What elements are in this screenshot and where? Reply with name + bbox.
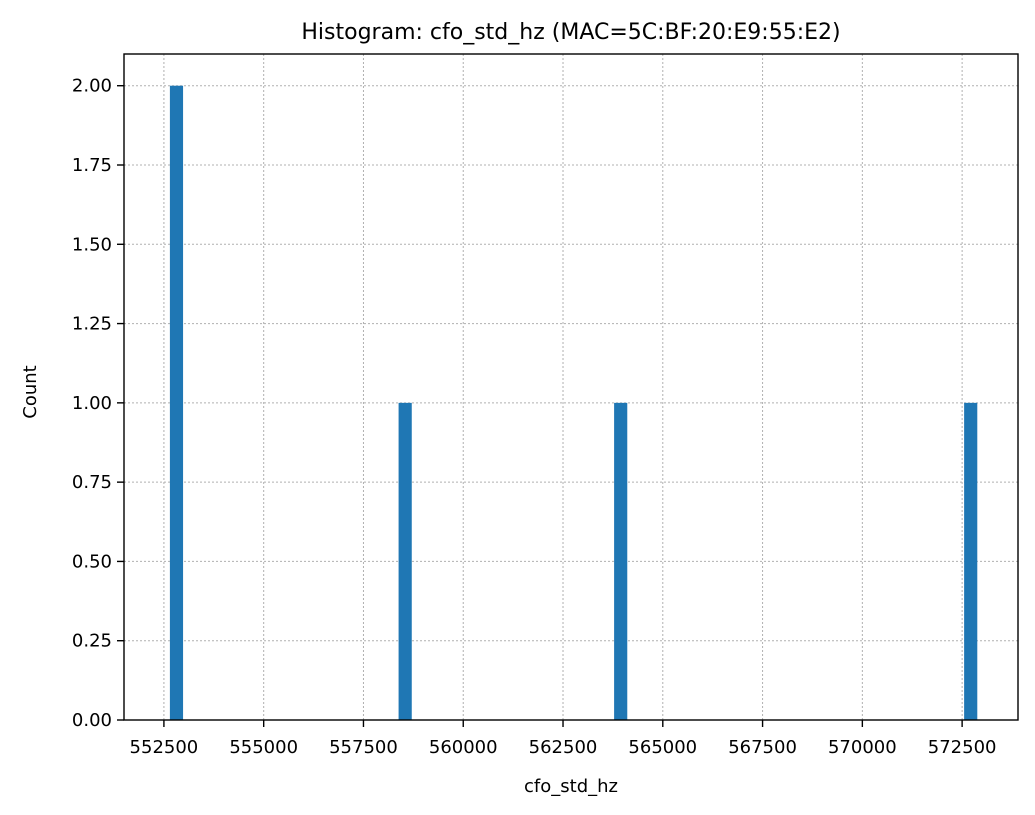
y-tick-label: 2.00 [72,76,112,97]
histogram-bar [398,402,412,720]
histogram-bar [964,402,978,720]
histogram-bar [614,402,628,720]
x-tick-label: 565000 [628,737,697,758]
y-tick-label: 0.50 [72,551,112,572]
x-axis-ticks: 552500 555000 557500 560000 562500 565000 5675… [130,720,997,758]
y-tick-label: 0.75 [72,472,112,493]
y-tick-label: 0.25 [72,631,112,652]
y-tick-label: 0.00 [72,710,112,731]
x-tick-label: 572500 [928,737,997,758]
x-tick-label: 570000 [828,737,897,758]
y-tick-label: 1.50 [72,234,112,255]
y-tick-label: 1.75 [72,155,112,176]
bars [169,85,978,720]
histogram-bar [169,85,184,720]
x-axis-label: cfo_std_hz [524,776,618,797]
x-tick-label: 562500 [529,737,598,758]
x-tick-label: 552500 [130,737,199,758]
x-tick-label: 557500 [329,737,398,758]
y-tick-label: 1.25 [72,314,112,335]
grid-lines [124,54,1018,721]
y-tick-label: 1.00 [72,393,112,414]
x-tick-label: 555000 [229,737,298,758]
chart-title: Histogram: cfo_std_hz (MAC=5C:BF:20:E9:5… [301,20,840,45]
y-axis-label: Count [20,365,41,418]
plot-frame [123,53,1019,721]
x-tick-label: 560000 [429,737,498,758]
x-tick-label: 567500 [728,737,797,758]
y-axis-ticks: 0.00 0.25 0.50 0.75 1.00 1.25 1.50 1.75 2.00 [72,76,124,731]
